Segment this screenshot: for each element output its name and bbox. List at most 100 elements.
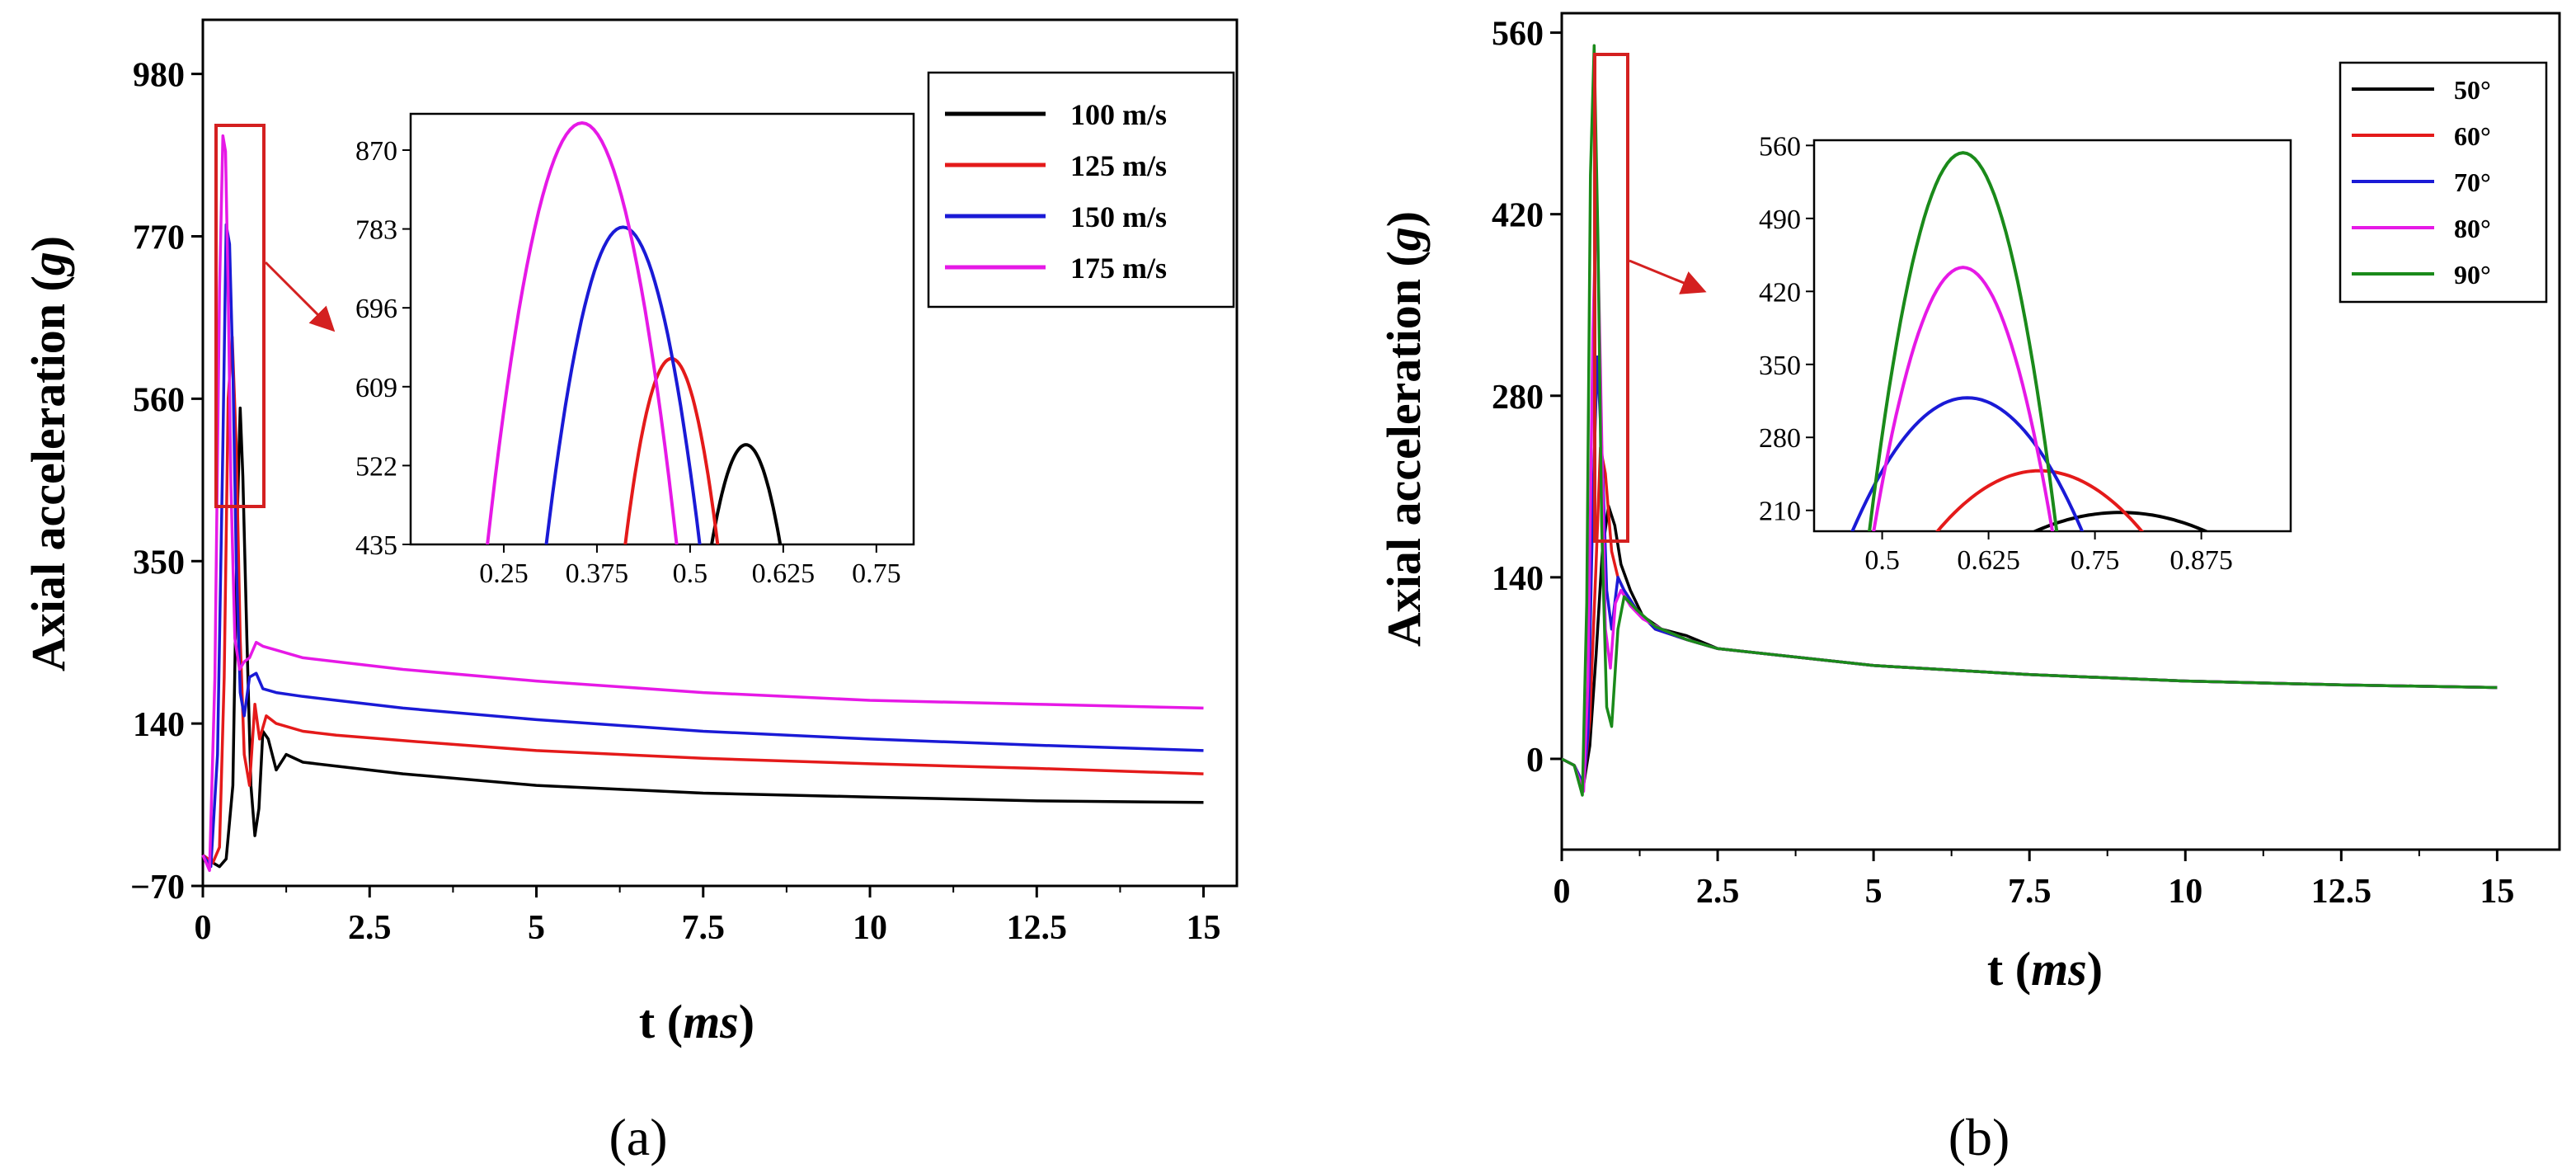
panel-a-x-axis-label-unit: ms: [683, 995, 739, 1048]
panel-a-zoom-box: [214, 124, 266, 508]
panel-b-caption: (b): [1948, 1108, 2010, 1166]
panel-a-x-tick-label-2: 2.5: [348, 909, 392, 947]
panel-b-x-ticks: 0 2.5 5 7.5 10 12.5 15: [1554, 850, 2514, 911]
panel-b-y-tick-label-4: 420: [1492, 197, 1544, 235]
panel-a-series-group: [201, 134, 1204, 873]
panel-a-inset-x-tick-label-1: 0.25: [479, 558, 529, 589]
panel-a-inset-x-ticks: 0.25 0.375 0.5 0.625 0.75: [479, 544, 901, 589]
panel-b-x-axis-label: t (ms): [1987, 942, 2103, 996]
panel-a-inset-y-tick-label-1: 435: [355, 530, 397, 561]
panel-b: 0 2.5 5 7.5 10 12.5 15 0 140 280 420 560 Axial acc…: [1377, 12, 2561, 1166]
panel-b-inset-y-tick-label-6: 560: [1759, 131, 1801, 162]
panel-b-x-tick-label-4: 7.5: [2008, 873, 2052, 911]
panel-a-inset-y-tick-label-6: 870: [355, 136, 397, 167]
panel-b-y-tick-label-1: 0: [1526, 742, 1544, 780]
panel-b-legend-label-4: 80°: [2454, 214, 2491, 243]
panel-b-inset-y-ticks: 210 280 350 420 490 560: [1759, 131, 1814, 527]
panel-b-y-tick-label-3: 280: [1492, 379, 1544, 417]
panel-a-y-ticks: −70 140 350 560 770 980: [130, 57, 203, 907]
panel-b-inset-series-line-4: [1872, 266, 2055, 531]
panel-a-inset-y-tick-label-3: 609: [355, 373, 397, 403]
panel-b-plot-frame: [1560, 12, 2561, 851]
panel-a-inset-series-group: [486, 120, 783, 544]
panel-a-y-tick-label-3: 350: [133, 544, 185, 582]
panel-a: 0 2.5 5 7.5 10 12.5 15 −70 140 350 560 770 980 Axia…: [21, 18, 1239, 1166]
panel-b-series-line-5: [1561, 44, 2498, 797]
panel-b-y-ticks: 0 140 280 420 560: [1492, 16, 1562, 780]
panel-b-zoom-box: [1593, 53, 1629, 543]
panel-b-legend-label-3: 70°: [2454, 167, 2491, 197]
panel-a-series-line-3: [201, 223, 1204, 869]
panel-a-zoom-arrow: [264, 261, 336, 332]
panel-b-x-axis-label-main: t (: [1987, 942, 2031, 996]
panel-b-inset-y-tick-label-3: 350: [1759, 351, 1801, 381]
panel-a-inset-x-tick-label-5: 0.75: [852, 558, 901, 589]
panel-a-y-axis-label-unit: g: [21, 252, 75, 277]
panel-b-inset-y-tick-label-2: 280: [1759, 423, 1801, 454]
panel-b-inset-series-line-1: [2031, 511, 2210, 531]
panel-a-inset-series-line-1: [710, 443, 783, 544]
panel-a-y-tick-label-5: 770: [133, 219, 185, 257]
panel-a-y-tick-label-4: 560: [133, 381, 185, 419]
panel-a-series-line-4: [201, 134, 1204, 873]
panel-a-x-axis-label-close: ): [739, 995, 754, 1048]
panel-a-x-axis-label-main: t (: [639, 995, 683, 1048]
panel-a-x-axis-label: t (ms): [639, 995, 754, 1048]
panel-b-legend-label-5: 90°: [2454, 260, 2491, 290]
panel-a-x-tick-label-6: 12.5: [1007, 909, 1068, 947]
panel-a-x-tick-label-5: 10: [853, 909, 887, 947]
panel-b-inset-x-tick-label-3: 0.75: [2071, 545, 2120, 576]
panel-a-y-tick-label-6: 980: [133, 57, 185, 95]
panel-a-legend: 100 m/s 125 m/s 150 m/s 175 m/s: [927, 71, 1235, 309]
panel-a-x-tick-label-1: 0: [195, 909, 212, 947]
panel-b-legend-label-2: 60°: [2454, 121, 2491, 151]
panel-a-inset-series-line-3: [544, 225, 702, 544]
panel-a-legend-label-3: 150 m/s: [1070, 200, 1167, 233]
panel-b-y-tick-label-5: 560: [1492, 16, 1544, 54]
panel-b-legend: 50° 60° 70° 80° 90°: [2339, 61, 2548, 304]
panel-a-inset-y-tick-label-2: 522: [355, 451, 397, 482]
panel-a-inset-x-tick-label-3: 0.5: [673, 558, 708, 589]
panel-b-inset-y-tick-label-5: 490: [1759, 205, 1801, 235]
panel-b-x-tick-label-5: 10: [2168, 873, 2202, 911]
panel-a-inset-series-line-4: [486, 120, 679, 544]
panel-b-inset-x-ticks: 0.5 0.625 0.75 0.875: [1864, 531, 2233, 576]
panel-a-x-ticks: 0 2.5 5 7.5 10 12.5 15: [195, 886, 1221, 947]
panel-b-y-axis-label-close: ): [1377, 211, 1431, 227]
panel-b-inset-series-group: [1850, 151, 2210, 531]
panel-a-inset-frame: [409, 112, 915, 546]
panel-a-legend-label-2: 125 m/s: [1070, 149, 1167, 182]
panel-b-inset-y-tick-label-1: 210: [1759, 497, 1801, 527]
panel-a-inset-x-tick-label-2: 0.375: [566, 558, 629, 589]
panel-b-x-tick-label-7: 15: [2480, 873, 2514, 911]
panel-a-legend-label-4: 175 m/s: [1070, 252, 1167, 285]
panel-b-y-axis-label-main: Axial acceleration (: [1377, 251, 1431, 647]
panel-a-y-tick-label-1: −70: [130, 869, 185, 907]
panel-a-inset-y-tick-label-5: 783: [355, 215, 397, 246]
panel-a-y-tick-label-2: 140: [133, 706, 185, 744]
panel-a-y-axis-label-close: ): [21, 236, 75, 252]
panel-a-x-tick-label-3: 5: [528, 909, 545, 947]
panel-b-series-group: [1561, 44, 2498, 797]
panel-b-zoom-arrow: [1629, 259, 1707, 294]
panel-a-inset-y-tick-label-4: 696: [355, 294, 397, 324]
panel-a-legend-frame: [927, 71, 1235, 309]
panel-b-y-tick-label-2: 140: [1492, 560, 1544, 598]
panel-b-x-tick-label-2: 2.5: [1696, 873, 1740, 911]
panel-a-y-axis-label: Axial acceleration (g): [21, 236, 75, 671]
panel-a-x-tick-label-4: 7.5: [682, 909, 726, 947]
panel-b-x-tick-label-1: 0: [1554, 873, 1571, 911]
panel-b-legend-label-1: 50°: [2454, 75, 2491, 105]
panel-b-inset-y-tick-label-4: 420: [1759, 277, 1801, 308]
panel-b-inset-x-tick-label-4: 0.875: [2169, 545, 2233, 576]
panel-b-y-axis-label-unit: g: [1377, 227, 1431, 252]
panel-b-y-axis-label: Axial acceleration (g): [1377, 211, 1431, 647]
panel-a-caption: (a): [609, 1108, 667, 1166]
panel-b-inset-frame: [1812, 139, 2292, 533]
panel-b-inset-series-line-3: [1850, 396, 2085, 531]
panel-b-x-axis-label-close: ): [2087, 942, 2103, 996]
panel-a-y-axis-label-main: Axial acceleration (: [21, 276, 75, 671]
panel-a-legend-label-1: 100 m/s: [1070, 98, 1167, 131]
panel-b-x-tick-label-6: 12.5: [2311, 873, 2372, 911]
